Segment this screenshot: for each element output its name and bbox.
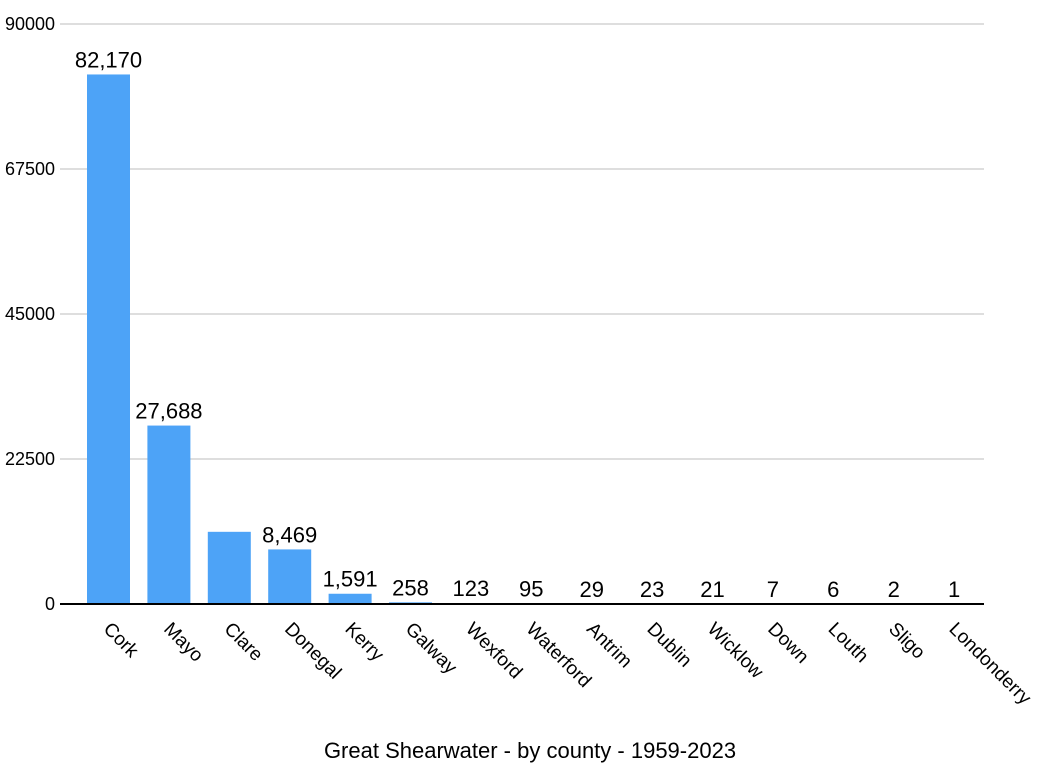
bar-kerry: [328, 593, 372, 604]
category-label: Londonderry: [945, 619, 1036, 710]
category-label: Donegal: [280, 619, 345, 684]
y-axis-ticks: 0 22500 45000 67500 90000: [5, 14, 55, 614]
category-label: Dublin: [643, 619, 696, 672]
category-label: Mayo: [159, 619, 207, 667]
y-tick-label: 0: [45, 594, 55, 614]
gridlines: [60, 23, 984, 460]
category-label: Waterford: [522, 619, 595, 692]
data-label: 23: [640, 577, 664, 602]
category-label: Sligo: [884, 619, 929, 664]
category-label: Clare: [220, 619, 267, 666]
y-tick-label: 67500: [5, 159, 55, 179]
category-label: Wicklow: [703, 619, 767, 683]
category-label: Down: [763, 619, 812, 668]
data-label: 258: [392, 575, 429, 600]
data-label: 82,170: [75, 47, 142, 72]
category-label: Galway: [401, 619, 461, 679]
data-label: 1,591: [323, 567, 378, 592]
bar-donegal: [268, 549, 312, 604]
data-label: 29: [579, 577, 603, 602]
category-label: Louth: [824, 619, 872, 667]
bar-clare: [207, 531, 251, 604]
data-label: 123: [453, 576, 490, 601]
x-axis-label: Great Shearwater - by county - 1959-2023: [324, 738, 736, 763]
y-tick-label: 45000: [5, 304, 55, 324]
bar-cork: [87, 74, 130, 604]
y-tick-label: 90000: [5, 14, 55, 34]
bars: [87, 74, 553, 604]
category-label: Kerry: [341, 619, 388, 666]
y-tick-label: 22500: [5, 449, 55, 469]
data-label: 6: [827, 577, 839, 602]
data-label: 21: [700, 577, 724, 602]
data-label: 1: [948, 577, 960, 602]
bar-mayo: [147, 425, 191, 604]
data-label: 27,688: [135, 399, 202, 424]
category-label: Antrim: [582, 619, 636, 673]
data-label: 95: [519, 576, 543, 601]
category-label: Wexford: [461, 619, 526, 684]
category-label: Cork: [99, 619, 143, 663]
data-label: 2: [888, 577, 900, 602]
data-label: 8,469: [262, 522, 317, 547]
data-label: 7: [767, 577, 779, 602]
